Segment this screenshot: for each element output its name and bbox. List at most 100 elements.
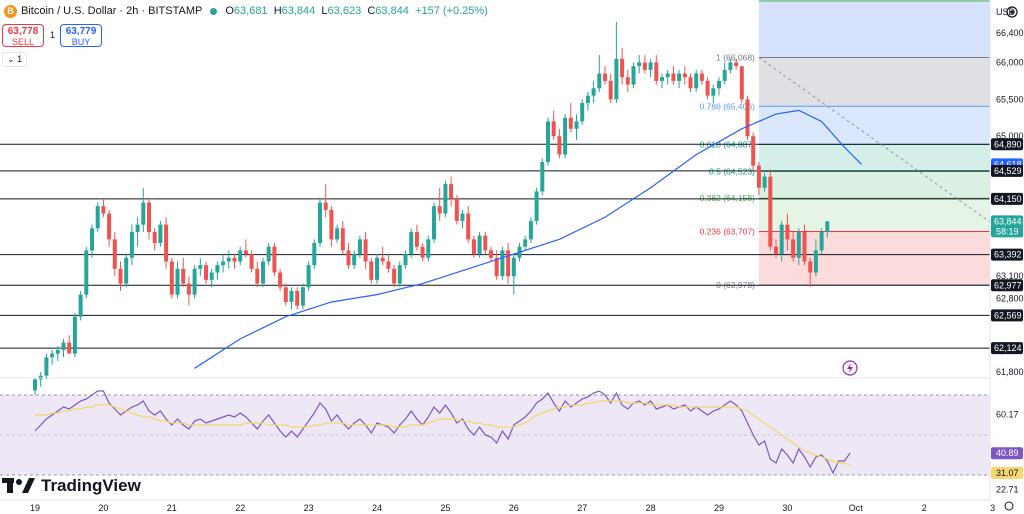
candle-up <box>226 257 231 262</box>
price-tick-label: 66,000 <box>996 57 1024 67</box>
candle-down <box>688 77 693 89</box>
sell-label: SELL <box>11 37 35 47</box>
candle-up <box>460 213 465 221</box>
candle-up <box>72 316 77 354</box>
rsi-badge <box>991 466 1023 479</box>
candle-up <box>78 294 83 317</box>
candle-up <box>677 73 682 81</box>
candle-up <box>397 265 402 284</box>
currency-label: USD <box>996 7 1016 17</box>
price-badge <box>991 138 1023 151</box>
time-tick-label: Oct <box>849 503 864 513</box>
candle-down <box>768 176 773 247</box>
candle-down <box>471 239 476 255</box>
price-badge-label: 63,844 <box>994 216 1022 226</box>
candle-up <box>352 254 357 266</box>
candle-up <box>44 357 49 376</box>
price-tick-label: 65,000 <box>996 131 1024 141</box>
candle-up <box>129 231 134 258</box>
candle-down <box>489 250 493 258</box>
candle-down <box>152 231 157 244</box>
candle-down <box>272 246 277 273</box>
candle-down <box>734 62 739 67</box>
candle-up <box>238 250 243 262</box>
candle-up <box>665 73 670 78</box>
candle-up <box>50 353 55 358</box>
time-tick-label: 2 <box>922 503 927 513</box>
candle-up <box>500 250 505 277</box>
candle-up <box>597 73 602 89</box>
candle-up <box>192 268 197 295</box>
candle-down <box>107 213 112 240</box>
candle-up <box>84 250 89 295</box>
candle-down <box>808 261 813 273</box>
time-tick-label: 28 <box>646 503 656 513</box>
bitcoin-icon: B <box>4 4 17 18</box>
candle-up <box>55 349 60 354</box>
candle-up <box>694 73 699 89</box>
candle-up <box>158 224 163 244</box>
price-badge <box>991 342 1023 355</box>
fib-zone <box>758 106 990 145</box>
candle-up <box>591 88 596 96</box>
price-badge-label: 64,618 <box>994 159 1022 169</box>
candle-down <box>392 268 397 284</box>
symbol-title[interactable]: Bitcoin / U.S. Dollar · 2h · BITSTAMP <box>21 5 203 17</box>
candle-up <box>426 239 431 258</box>
candle-down <box>369 261 374 280</box>
candle-down <box>603 73 607 81</box>
candle-down <box>483 235 488 251</box>
time-tick-label: 3 <box>990 503 995 513</box>
candle-up <box>546 121 550 162</box>
candle-up <box>563 117 568 155</box>
candle-down <box>625 77 630 85</box>
candle-up <box>511 257 516 277</box>
time-tick-label: 25 <box>440 503 450 513</box>
gear-icon-ring <box>1006 6 1018 18</box>
candle-down <box>232 257 237 262</box>
sell-button[interactable]: 63,778 SELL <box>2 24 44 47</box>
time-tick-label: 30 <box>782 503 792 513</box>
price-badge-label: 62,569 <box>994 310 1022 320</box>
candle-down <box>774 246 778 255</box>
ohlc-readout: O63,681 H63,844 L63,623 C63,844 +157 (+0… <box>225 5 488 17</box>
candle-up <box>335 228 340 240</box>
price-tick-label: 63,100 <box>996 271 1024 281</box>
fib-level-label: 0.382 (64,158) <box>700 193 755 203</box>
candle-down <box>654 62 659 81</box>
candle-down <box>506 250 511 277</box>
candle-up <box>477 235 482 255</box>
candle-up <box>614 58 619 100</box>
candle-up <box>289 290 294 302</box>
candle-down <box>295 290 300 306</box>
candle-up <box>637 62 642 67</box>
candle-down <box>682 73 687 78</box>
fib-zone <box>758 144 990 172</box>
candle-up <box>443 184 448 214</box>
tradingview-logo-icon <box>2 478 35 493</box>
candle-down <box>255 268 260 284</box>
rsi-badge-label: 40.89 <box>996 448 1019 458</box>
candle-up <box>648 62 653 70</box>
candle-up <box>221 261 226 266</box>
candle-up <box>717 80 721 89</box>
price-tick-label: 61,800 <box>996 367 1024 377</box>
time-tick-label: 19 <box>30 503 40 513</box>
candle-up <box>813 250 818 273</box>
candle-down <box>340 228 345 251</box>
candle-down <box>283 287 288 302</box>
buy-button[interactable]: 63,779 BUY <box>60 24 102 47</box>
candle-down <box>278 272 283 288</box>
candle-down <box>329 209 334 240</box>
candle-up <box>266 246 271 262</box>
candle-up <box>528 220 533 240</box>
candle-up <box>306 265 311 288</box>
indicators-collapse-button[interactable]: ⌄ 1 <box>2 52 28 67</box>
price-badge <box>991 164 1023 177</box>
time-tick-label: 24 <box>372 503 382 513</box>
candle-up <box>61 342 66 350</box>
candle-down <box>785 224 790 240</box>
candle-down <box>802 231 807 262</box>
candle-up <box>762 176 767 188</box>
